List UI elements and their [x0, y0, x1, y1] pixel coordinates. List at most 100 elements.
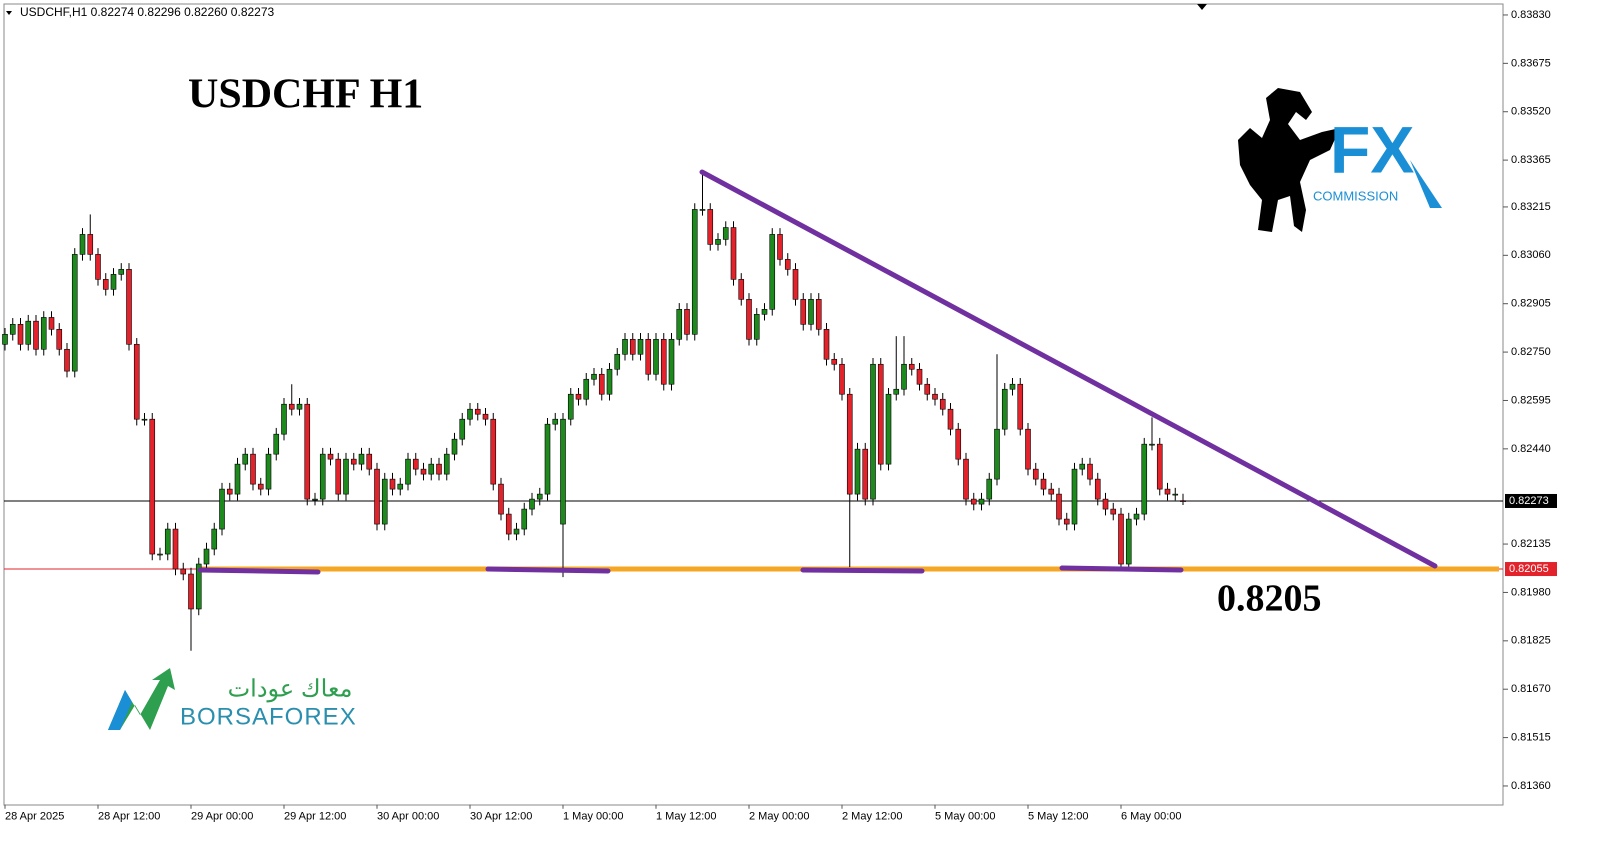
candle-body: [521, 508, 528, 530]
candle-body: [1141, 443, 1148, 515]
level-annotation: 0.8205: [1217, 578, 1322, 620]
candle-body: [296, 403, 303, 410]
candle-body: [552, 418, 559, 425]
y-tick-label: 0.83520: [1511, 106, 1551, 118]
shift-marker: [1197, 4, 1207, 10]
candle-body: [777, 234, 783, 260]
candle-body: [901, 363, 907, 390]
candle-body: [1009, 383, 1016, 390]
candle-body: [56, 328, 63, 350]
last-price-box: [1505, 493, 1557, 508]
candle-body: [157, 553, 163, 556]
candle-body: [994, 428, 1000, 480]
logo-accent: [1410, 160, 1442, 208]
x-tick-label: 1 May 12:00: [656, 811, 717, 823]
candle-body: [668, 338, 675, 385]
support-touch: [197, 567, 321, 575]
candle-body: [1040, 478, 1047, 490]
candle-body: [498, 483, 504, 515]
support-touch: [800, 567, 925, 574]
candle-body: [25, 320, 32, 345]
candle-body: [234, 463, 241, 495]
candle-body: [17, 324, 24, 345]
candle-body: [870, 363, 876, 500]
candle-body: [2, 333, 8, 345]
last-price-label: 0.82273: [1509, 495, 1549, 507]
candle-body: [978, 498, 985, 505]
candle-body: [420, 468, 427, 475]
candle-body: [924, 383, 931, 395]
y-tick-label: 0.83060: [1511, 249, 1551, 261]
candle-body: [141, 418, 148, 421]
candle-body: [451, 438, 458, 455]
candle-body: [660, 338, 667, 385]
candle-body: [730, 227, 737, 280]
candle-body: [536, 493, 543, 500]
candle-body: [676, 309, 683, 340]
level-label: 0.82055: [1509, 563, 1549, 575]
candle-body: [637, 338, 644, 355]
candle-body: [474, 408, 481, 415]
candle-body: [614, 353, 621, 370]
candle-body: [753, 314, 760, 340]
candle-body: [1032, 468, 1039, 480]
horse-logo: [1238, 88, 1340, 232]
candle-body: [428, 463, 435, 475]
x-tick-label: 5 May 12:00: [1028, 811, 1089, 823]
candle-body: [916, 368, 923, 385]
candle-body: [180, 568, 187, 575]
candle-body: [467, 408, 473, 420]
candle-body: [102, 279, 109, 290]
candle-body: [79, 234, 86, 255]
candle-body: [405, 458, 411, 485]
candle-body: [343, 458, 349, 495]
candle-body: [746, 299, 752, 340]
candle-body: [1094, 478, 1101, 500]
x-tick-label: 28 Apr 12:00: [98, 811, 160, 823]
candle-body: [273, 433, 280, 455]
candle-body: [1063, 518, 1070, 525]
candle-body: [877, 363, 884, 465]
candle-body: [583, 378, 590, 400]
candle-body: [831, 358, 838, 365]
x-tick-label: 2 May 00:00: [749, 811, 810, 823]
candle-body: [110, 274, 117, 290]
candle-body: [598, 373, 605, 395]
candle-body: [1172, 493, 1179, 496]
x-tick-label: 29 Apr 00:00: [191, 811, 253, 823]
candle-body: [242, 453, 249, 465]
candle-body: [1180, 500, 1186, 502]
plot-frame: [3, 3, 1504, 806]
candle-body: [459, 418, 466, 440]
candle-body: [761, 309, 768, 315]
x-tick-label: 5 May 00:00: [935, 811, 996, 823]
candle-body: [48, 317, 55, 330]
candle-body: [9, 324, 16, 335]
candle-body: [64, 348, 70, 372]
candle-body: [606, 368, 613, 395]
candle-body: [986, 478, 993, 500]
candle-body: [219, 488, 225, 530]
candle-body: [1149, 443, 1155, 446]
candle-body: [350, 458, 357, 465]
candle-body: [133, 343, 140, 420]
candle-body: [257, 483, 264, 490]
x-tick-label: 30 Apr 00:00: [377, 811, 439, 823]
y-tick-label: 0.83830: [1511, 9, 1551, 21]
candle-body: [436, 463, 442, 475]
candle-body: [443, 453, 450, 475]
candle-body: [622, 338, 628, 355]
candle-body: [1102, 498, 1109, 510]
y-tick-label: 0.83675: [1511, 57, 1551, 69]
candle-body: [149, 418, 156, 555]
trend-line: [699, 169, 1438, 569]
candle-body: [784, 259, 791, 270]
candle-body: [699, 209, 706, 211]
candle-body: [815, 299, 822, 330]
candle-body: [567, 393, 574, 420]
info-arrow: [6, 11, 12, 15]
candle-body: [33, 320, 39, 350]
candle-body: [389, 478, 396, 490]
y-tick-label: 0.82595: [1511, 394, 1551, 406]
